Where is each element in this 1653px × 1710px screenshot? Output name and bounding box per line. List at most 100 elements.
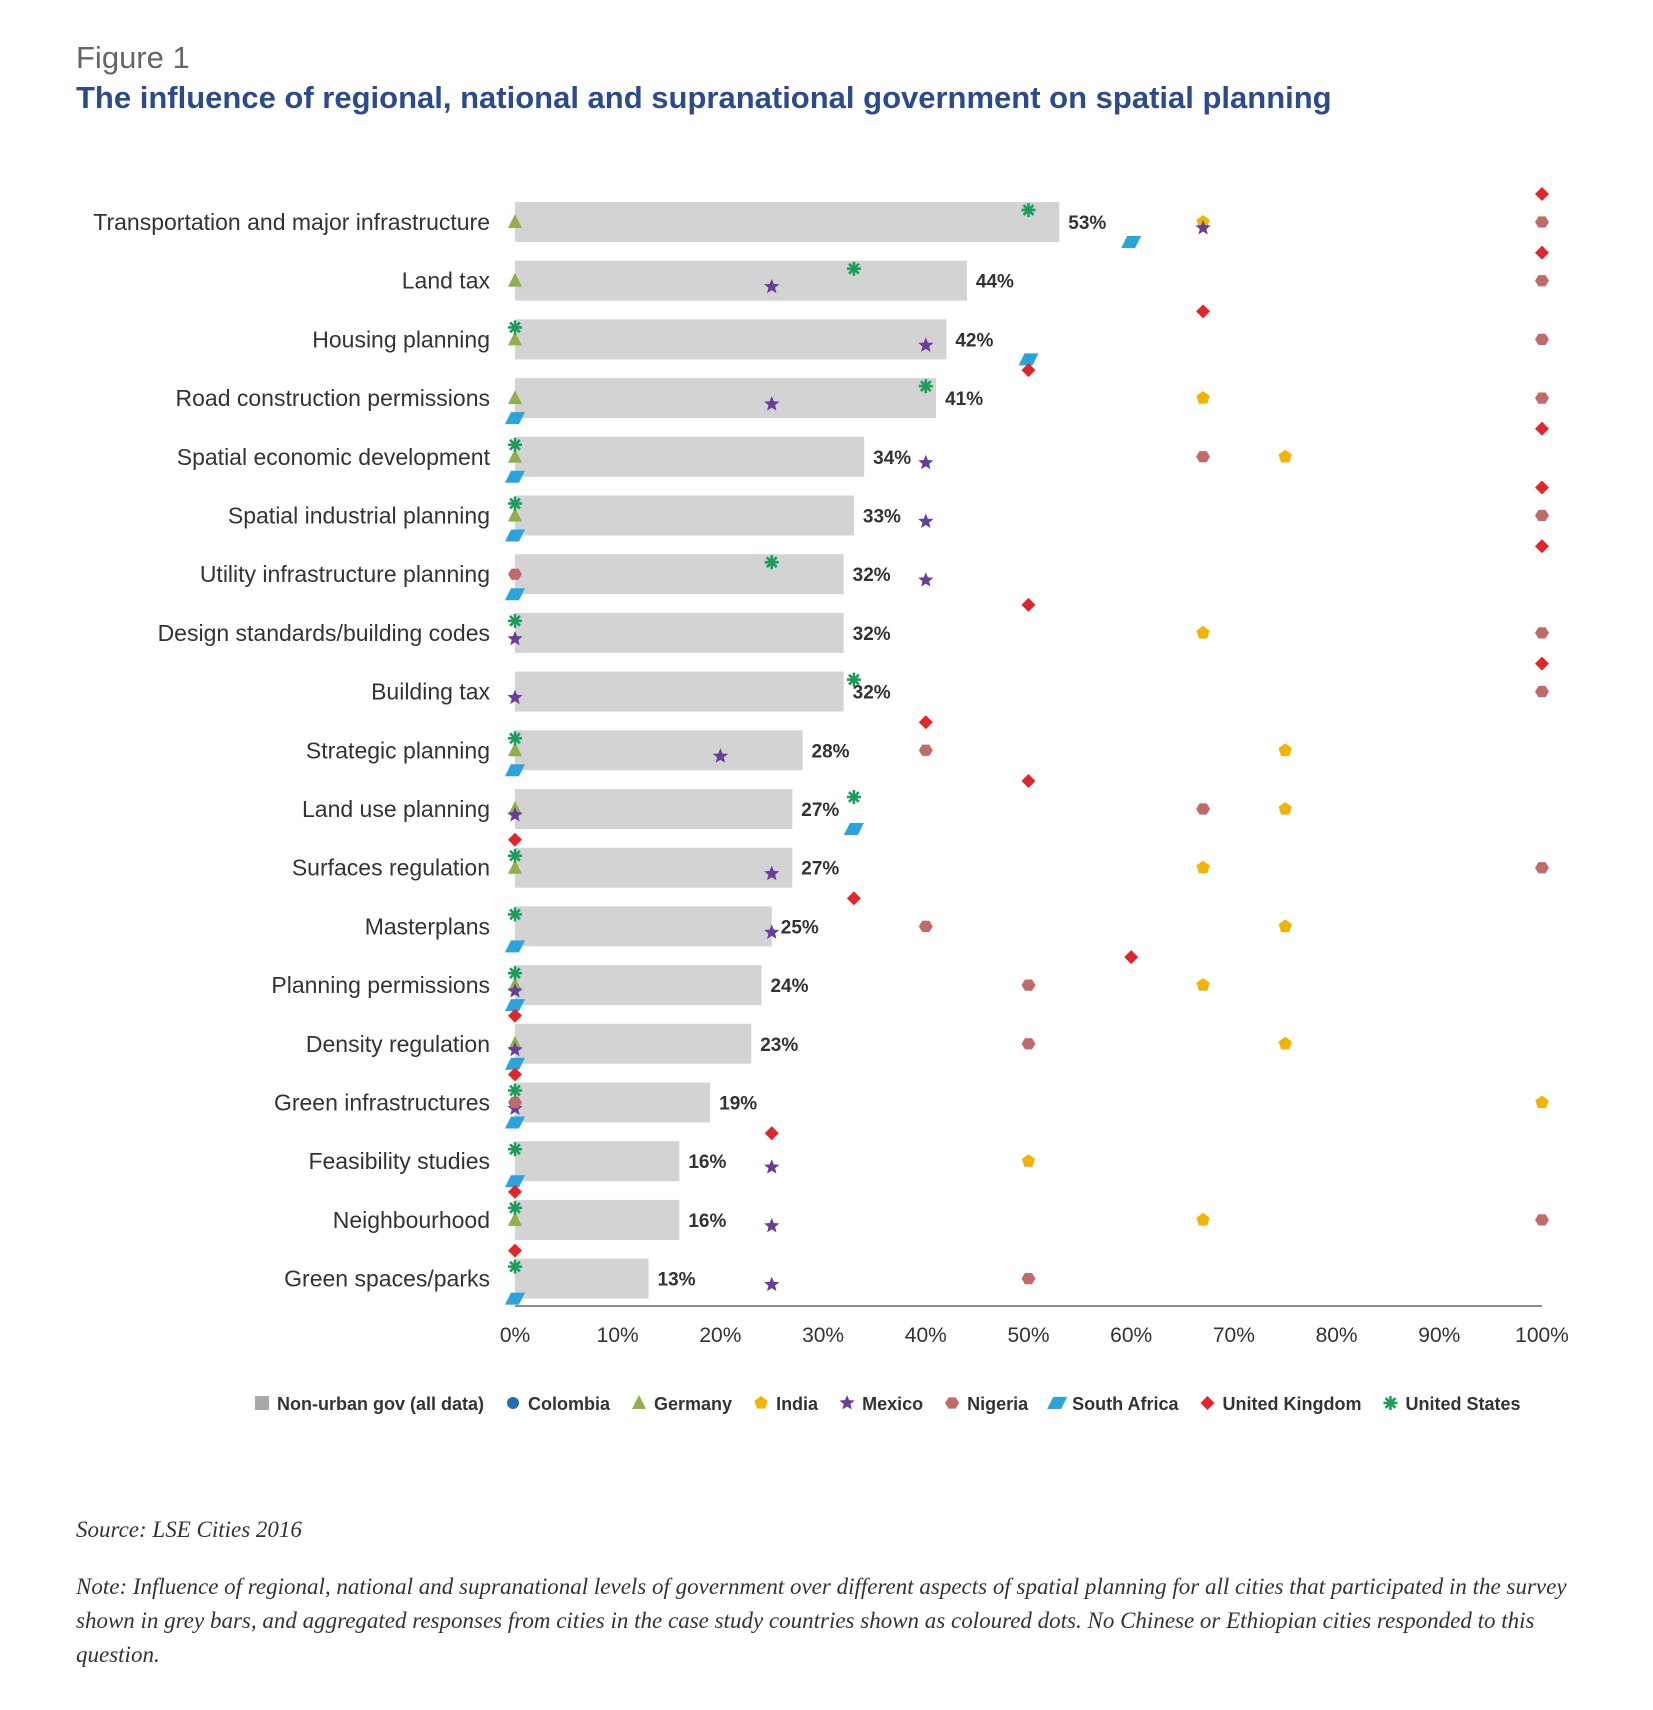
x-tick-label: 60% <box>1110 1324 1152 1347</box>
bar-value-label: 33% <box>863 507 901 528</box>
legend-swatch <box>754 1396 768 1409</box>
legend-label: India <box>776 1394 819 1414</box>
point-mexico-masterplans <box>764 924 780 939</box>
point-mexico-utility-infrastructure-planning <box>918 572 934 587</box>
bar-density-regulation <box>515 1023 752 1064</box>
point-united-states-spatial-industrial-planning <box>508 496 522 511</box>
category-label-land-use-planning: Land use planning <box>302 796 490 822</box>
point-united-kingdom-land-tax <box>1535 245 1549 260</box>
bar-land-tax <box>515 260 967 301</box>
bar-masterplans <box>515 906 772 947</box>
point-india-surfaces-regulation <box>1196 860 1210 874</box>
point-germany-spatial-industrial-planning <box>508 507 522 522</box>
point-germany-transportation-and-major-infrastructure <box>508 214 522 228</box>
legend-label: United States <box>1405 1394 1520 1414</box>
point-united-kingdom-road-construction-permissions <box>1021 363 1036 378</box>
legend-label: Mexico <box>862 1394 923 1414</box>
bar-value-label: 23% <box>760 1035 798 1056</box>
bar-value-label: 13% <box>658 1270 696 1291</box>
point-united-states-land-tax <box>846 261 861 276</box>
point-south-africa-spatial-economic-development <box>505 470 525 483</box>
point-united-states-building-tax <box>846 672 861 687</box>
bar-value-label: 25% <box>781 917 819 938</box>
point-united-states-strategic-planning <box>508 731 522 746</box>
bar-surfaces-regulation <box>515 847 793 888</box>
point-mexico-transportation-and-major-infrastructure <box>1195 220 1211 235</box>
point-south-africa-strategic-planning <box>505 764 525 777</box>
category-label-land-tax: Land tax <box>402 268 491 294</box>
point-united-kingdom-strategic-planning <box>918 715 933 730</box>
category-label-transportation-and-major-infrastructure: Transportation and major infrastructure <box>93 209 490 235</box>
point-south-africa-feasibility-studies <box>505 1175 525 1188</box>
point-south-africa-green-spaces-parks <box>505 1292 525 1305</box>
category-label-surfaces-regulation: Surfaces regulation <box>292 855 490 881</box>
legend-label: South Africa <box>1072 1394 1179 1414</box>
x-tick-label: 70% <box>1213 1324 1255 1347</box>
point-mexico-green-spaces-parks <box>764 1276 780 1292</box>
point-india-neighbourhood <box>1196 1212 1210 1226</box>
point-united-states-transportation-and-major-infrastructure <box>1021 203 1036 217</box>
point-south-africa-land-use-planning <box>843 823 864 835</box>
point-united-kingdom-spatial-industrial-planning <box>1535 480 1549 495</box>
category-label-neighbourhood: Neighbourhood <box>333 1207 490 1233</box>
point-germany-housing-planning <box>508 331 522 346</box>
point-mexico-land-use-planning <box>507 807 523 822</box>
category-label-design-standards-building-codes: Design standards/building codes <box>158 620 490 646</box>
bar-value-label: 34% <box>873 448 911 469</box>
point-germany-road-construction-permissions <box>508 390 522 405</box>
legend-item-united-states: United States <box>1383 1394 1521 1414</box>
category-label-utility-infrastructure-planning: Utility infrastructure planning <box>200 561 490 587</box>
bar-value-label: 32% <box>853 565 891 586</box>
point-india-planning-permissions <box>1196 978 1210 991</box>
point-south-africa-housing-planning <box>1018 353 1039 366</box>
source-text: Source: LSE Cities 2016 <box>76 1517 302 1542</box>
legend-swatch <box>1200 1396 1215 1410</box>
point-nigeria-surfaces-regulation <box>1535 862 1549 874</box>
x-tick-label: 10% <box>597 1324 639 1347</box>
legend-swatch <box>1383 1396 1398 1410</box>
point-germany-spatial-economic-development <box>508 448 522 463</box>
legend-label: Nigeria <box>967 1394 1029 1414</box>
point-united-states-land-use-planning <box>846 790 861 804</box>
bar-value-label: 28% <box>812 741 850 762</box>
x-tick-label: 20% <box>699 1324 741 1347</box>
point-nigeria-masterplans <box>918 920 933 933</box>
point-mexico-neighbourhood <box>764 1217 780 1233</box>
category-label-building-tax: Building tax <box>371 679 490 705</box>
point-united-kingdom-feasibility-studies <box>764 1126 779 1141</box>
point-united-states-road-construction-permissions <box>918 379 933 394</box>
point-nigeria-road-construction-permissions <box>1535 392 1549 404</box>
x-tick-label: 50% <box>1007 1324 1049 1347</box>
bar-value-label: 24% <box>770 976 808 997</box>
point-nigeria-green-infrastructures <box>508 1096 522 1109</box>
point-mexico-feasibility-studies <box>764 1159 780 1174</box>
bar-value-label: 16% <box>688 1211 726 1232</box>
category-label-housing-planning: Housing planning <box>312 326 490 352</box>
point-nigeria-land-use-planning <box>1196 803 1211 815</box>
category-label-strategic-planning: Strategic planning <box>306 737 490 763</box>
x-tick-label: 100% <box>1515 1324 1569 1347</box>
point-nigeria-land-tax <box>1535 275 1549 287</box>
bar-land-use-planning <box>515 789 793 829</box>
bar-housing-planning <box>515 319 947 360</box>
category-label-green-infrastructures: Green infrastructures <box>274 1090 490 1116</box>
point-mexico-design-standards-building-codes <box>507 630 523 646</box>
category-label-spatial-industrial-planning: Spatial industrial planning <box>228 503 490 529</box>
legend-item-south-africa: South Africa <box>1047 1394 1179 1414</box>
x-tick-label: 80% <box>1316 1324 1358 1347</box>
point-united-kingdom-green-infrastructures <box>508 1067 522 1082</box>
point-united-states-planning-permissions <box>508 966 522 981</box>
point-united-states-neighbourhood <box>508 1200 522 1215</box>
spatial-planning-chart: Transportation and major infrastructure 5… <box>93 187 1569 1414</box>
bar-value-label: 16% <box>688 1152 726 1173</box>
x-tick-label: 90% <box>1418 1324 1460 1347</box>
figure-title: The influence of regional, national and … <box>76 80 1332 115</box>
legend-swatch <box>507 1397 519 1409</box>
point-united-states-surfaces-regulation <box>508 848 522 863</box>
figure-label: Figure 1 <box>76 40 190 75</box>
point-nigeria-utility-infrastructure-planning <box>508 568 522 580</box>
bar-neighbourhood <box>515 1199 680 1240</box>
point-india-design-standards-building-codes <box>1196 625 1210 639</box>
point-germany-land-tax <box>508 272 522 287</box>
point-india-green-infrastructures <box>1535 1095 1549 1109</box>
